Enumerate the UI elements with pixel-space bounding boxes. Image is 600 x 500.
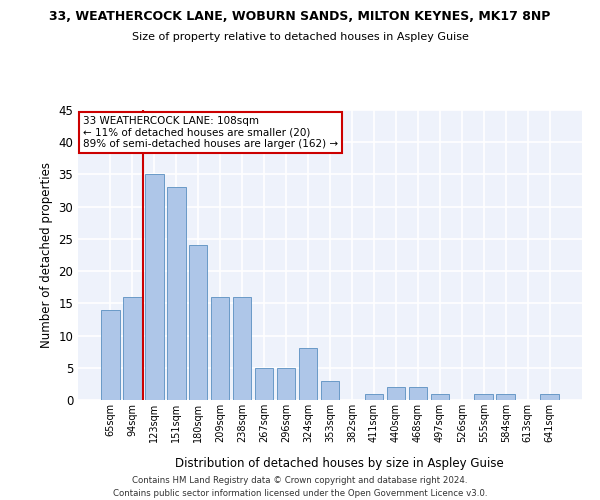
Y-axis label: Number of detached properties: Number of detached properties [40,162,53,348]
Bar [167,188,185,400]
Bar [101,310,119,400]
Bar [409,387,427,400]
Bar [277,368,295,400]
Text: 33, WEATHERCOCK LANE, WOBURN SANDS, MILTON KEYNES, MK17 8NP: 33, WEATHERCOCK LANE, WOBURN SANDS, MILT… [49,10,551,23]
Bar [145,174,164,400]
Bar [386,387,405,400]
Bar [475,394,493,400]
Bar [211,297,229,400]
Bar [431,394,449,400]
Bar [320,380,340,400]
Text: 33 WEATHERCOCK LANE: 108sqm
← 11% of detached houses are smaller (20)
89% of sem: 33 WEATHERCOCK LANE: 108sqm ← 11% of det… [83,116,338,149]
Bar [541,394,559,400]
Bar [299,348,317,400]
Bar [255,368,274,400]
Bar [365,394,383,400]
Bar [496,394,515,400]
Text: Distribution of detached houses by size in Aspley Guise: Distribution of detached houses by size … [175,458,503,470]
Bar [123,297,142,400]
Text: Contains HM Land Registry data © Crown copyright and database right 2024.: Contains HM Land Registry data © Crown c… [132,476,468,485]
Text: Contains public sector information licensed under the Open Government Licence v3: Contains public sector information licen… [113,489,487,498]
Bar [189,246,208,400]
Text: Size of property relative to detached houses in Aspley Guise: Size of property relative to detached ho… [131,32,469,42]
Bar [233,297,251,400]
